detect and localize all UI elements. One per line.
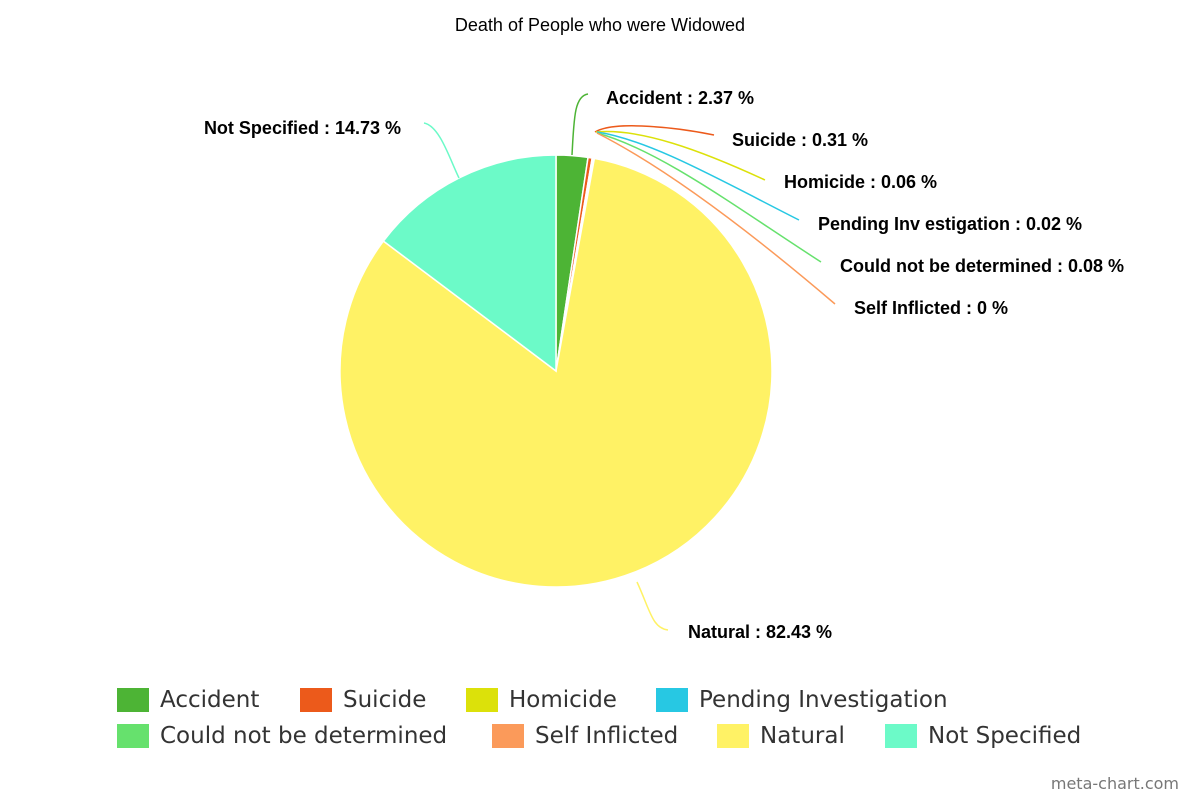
leader-line-suicide <box>594 125 715 136</box>
legend-item-could-not-be-determined[interactable]: Could not be determined <box>117 722 447 750</box>
legend-swatch <box>885 724 917 748</box>
pie-slice-natural[interactable] <box>339 157 773 588</box>
legend-swatch <box>466 688 498 712</box>
credit-text[interactable]: meta-chart.com <box>1050 774 1179 793</box>
legend-item-pending-investigation[interactable]: Pending Investigation <box>656 686 948 714</box>
data-label-pending-investigation: Pending Inv estigation : 0.02 % <box>818 214 1082 234</box>
legend-label: Suicide <box>343 687 427 713</box>
data-label-not-specified: Not Specified : 14.73 % <box>204 118 401 138</box>
data-label-homicide: Homicide : 0.06 % <box>784 172 937 192</box>
data-label-self-inflicted: Self Inflicted : 0 % <box>854 298 1008 318</box>
leader-line-pending-investigation <box>596 131 800 221</box>
data-label-could-not-be-determined: Could not be determined : 0.08 % <box>840 256 1124 276</box>
legend-item-not-specified[interactable]: Not Specified <box>885 722 1081 750</box>
legend-label: Could not be determined <box>160 723 448 749</box>
legend-swatch <box>300 688 332 712</box>
pie-slice-not-specified[interactable] <box>382 154 557 373</box>
leader-line-could-not-be-determined <box>596 132 822 263</box>
legend-item-suicide[interactable]: Suicide <box>300 686 426 714</box>
leader-line-natural <box>636 581 669 631</box>
legend-swatch <box>717 724 749 748</box>
leader-line-homicide <box>595 130 766 181</box>
legend-swatch <box>656 688 688 712</box>
legend-item-accident[interactable]: Accident <box>117 686 259 714</box>
legend-label: Homicide <box>509 687 617 713</box>
leader-line-self-inflicted <box>596 132 836 305</box>
leader-line-not-specified <box>423 122 460 179</box>
legend-item-natural[interactable]: Natural <box>717 722 845 750</box>
legend-swatch <box>492 724 524 748</box>
legend-swatch <box>117 688 149 712</box>
legend-item-self-inflicted[interactable]: Self Inflicted <box>492 722 678 750</box>
legend-swatch <box>117 724 149 748</box>
data-label-natural: Natural : 82.43 % <box>688 622 832 642</box>
leader-line-accident <box>571 93 589 156</box>
data-label-accident: Accident : 2.37 % <box>606 88 754 108</box>
legend-item-homicide[interactable]: Homicide <box>466 686 617 714</box>
legend-label: Not Specified <box>928 723 1082 749</box>
legend-label: Pending Investigation <box>699 687 948 713</box>
legend-label: Self Inflicted <box>535 723 679 749</box>
data-label-suicide: Suicide : 0.31 % <box>732 130 868 150</box>
legend: Accident Suicide Homicide Pending Investiga… <box>117 686 1117 750</box>
chart-title: Death of People who were Widowed <box>454 15 746 35</box>
legend-label: Accident <box>160 687 260 713</box>
legend-label: Natural <box>760 723 845 749</box>
